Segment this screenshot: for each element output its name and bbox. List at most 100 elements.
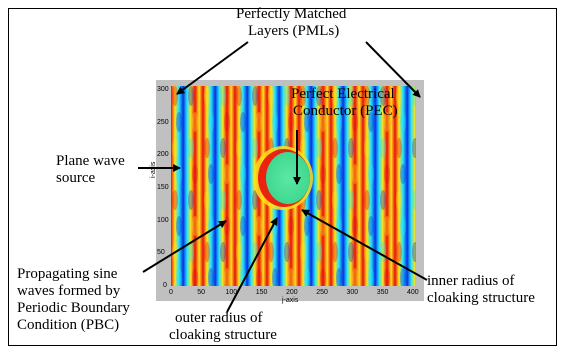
wave-blob (336, 164, 342, 184)
wave-blob (368, 164, 374, 184)
wave-blob (384, 164, 390, 184)
wave-blob (348, 86, 354, 106)
wave-blob (288, 112, 294, 132)
wave-blob (224, 164, 230, 184)
wave-blob (176, 268, 182, 286)
wave-blob (368, 268, 374, 286)
wave-blob (288, 216, 294, 236)
outer-radius-label: outer radius of cloaking structure (169, 310, 277, 344)
wave-blob (300, 242, 306, 262)
inner-radius-label: inner radius of cloaking structure (427, 273, 535, 307)
wave-blob (364, 138, 370, 158)
wave-blob (316, 86, 322, 106)
wave-blob (188, 242, 194, 262)
wave-blob (412, 138, 416, 158)
outer-radius-label-line-2: cloaking structure (169, 327, 277, 343)
wave-blob (412, 190, 416, 210)
wave-blob (268, 242, 274, 262)
wave-blob (400, 164, 406, 184)
wave-blob (304, 216, 310, 236)
wave-blob (220, 242, 226, 262)
outer-radius-arrow (226, 217, 278, 313)
wave-blob (188, 190, 194, 210)
wave-blob (256, 216, 262, 236)
pec-label-line-2: Conductor (PEC) (293, 103, 398, 119)
wave-blob (252, 86, 258, 106)
wave-blob (304, 268, 310, 286)
y-tick-label: 50 (157, 249, 165, 257)
wave-blob (380, 190, 386, 210)
wave-blob (224, 112, 230, 132)
wave-blob (400, 216, 406, 236)
wave-blob (172, 190, 178, 210)
wave-blob (284, 86, 290, 106)
sine-label: Propagating sine waves formed by Periodi… (17, 266, 130, 334)
wave-blob (332, 86, 338, 106)
wave-blob (192, 268, 198, 286)
wave-blob (320, 268, 326, 286)
wave-blob (256, 268, 262, 286)
wave-blob (320, 164, 326, 184)
wave-blob (384, 268, 390, 286)
source-label: Plane wave source (56, 153, 125, 187)
wave-blob (352, 268, 358, 286)
wave-blob (204, 138, 210, 158)
wave-blob (240, 164, 246, 184)
wave-blob (236, 138, 242, 158)
wave-blob (336, 268, 342, 286)
wave-blob (348, 190, 354, 210)
wave-blob (364, 86, 370, 106)
wave-blob (252, 190, 258, 210)
wave-blob (236, 190, 242, 210)
wave-blob (220, 86, 226, 106)
inner-radius-arrow (301, 209, 428, 281)
pml-label-line-2: Layers (PMLs) (248, 23, 340, 39)
wave-blob (316, 190, 322, 210)
wave-blob (348, 138, 354, 158)
pml-right-arrow (365, 41, 421, 98)
wave-blob (188, 86, 194, 106)
sine-label-line-2: waves formed by (17, 283, 121, 299)
x-tick-label: 200 (286, 289, 298, 296)
pec-disk (266, 152, 310, 204)
y-tick-label: 100 (157, 216, 169, 224)
sine-label-line-3: Periodic Boundary (17, 300, 130, 316)
x-tick-label: 150 (255, 289, 268, 296)
wave-blob (396, 242, 402, 262)
wave-blob (316, 242, 322, 262)
wave-blob (252, 138, 258, 158)
wave-blob (268, 86, 274, 106)
sine-label-line-1: Propagating sine (17, 266, 118, 282)
x-tick-label: 100 (225, 289, 238, 296)
wave-blob (288, 268, 294, 286)
wave-blob (368, 112, 374, 132)
wave-blob (172, 138, 178, 158)
x-tick-label: 50 (197, 289, 206, 296)
wave-blob (400, 112, 406, 132)
wave-blob (384, 112, 390, 132)
outer-radius-label-line-1: outer radius of (175, 310, 263, 326)
wave-blob (332, 242, 338, 262)
x-tick-label: 300 (346, 289, 359, 296)
x-tick-label: 0 (169, 289, 173, 296)
wave-blob (320, 112, 326, 132)
wave-blob (224, 268, 230, 286)
wave-blob (236, 86, 242, 106)
wave-blob (220, 190, 226, 210)
y-tick-label: 0 (163, 282, 167, 289)
wave-blob (240, 112, 246, 132)
wave-blob (240, 268, 246, 286)
wave-blob (188, 138, 194, 158)
wave-blob (304, 112, 310, 132)
inner-radius-label-line-2: cloaking structure (427, 290, 535, 306)
source-label-line-2: source (56, 170, 96, 186)
pec-label: Perfect Electrical Conductor (PEC) (291, 86, 398, 120)
y-tick-label: 300 (157, 86, 169, 93)
wave-blob (204, 242, 210, 262)
wave-blob (240, 216, 246, 236)
wave-blob (176, 112, 182, 132)
y-tick-label: 200 (157, 151, 169, 159)
wave-blob (352, 216, 358, 236)
wave-blob (396, 86, 402, 106)
wave-blob (396, 190, 402, 210)
